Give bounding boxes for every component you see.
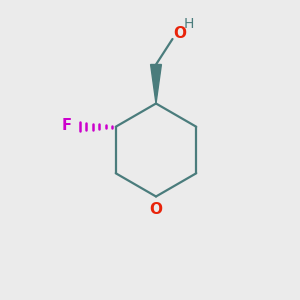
Text: O: O [149,202,163,217]
Polygon shape [151,64,161,104]
Text: O: O [174,26,187,40]
Text: H: H [184,17,194,32]
Text: F: F [61,118,71,133]
